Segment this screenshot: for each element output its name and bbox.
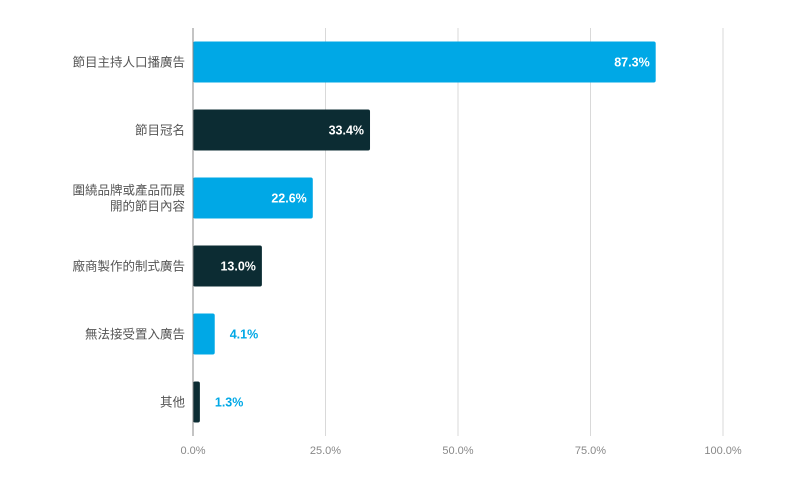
bar-value-label: 33.4% bbox=[329, 124, 364, 138]
bar bbox=[193, 381, 200, 423]
category-label: 節目冠名 bbox=[135, 123, 185, 138]
category-label: 節目主持人口播廣告 bbox=[72, 55, 185, 70]
bars: 87.3% 33.4% 22.6% 13.0% 4.1% 1.3% bbox=[193, 41, 656, 423]
bar bbox=[193, 109, 371, 151]
x-tick-label: 75.0% bbox=[575, 445, 606, 457]
x-tick-label: 25.0% bbox=[310, 445, 341, 457]
bar-value-label: 22.6% bbox=[271, 192, 306, 206]
x-tick-label: 50.0% bbox=[442, 445, 473, 457]
bar-value-label: 87.3% bbox=[614, 56, 649, 70]
x-tick-label: 100.0% bbox=[704, 445, 742, 457]
category-label: 其他 bbox=[160, 395, 186, 410]
x-tick-label: 0.0% bbox=[180, 445, 205, 457]
bar bbox=[193, 177, 313, 219]
bar-value-label: 1.3% bbox=[215, 396, 244, 410]
x-tick-labels: 0.0% 25.0% 50.0% 75.0% 100.0% bbox=[180, 445, 741, 457]
bar bbox=[193, 41, 656, 83]
category-label: 無法接受置入廣告 bbox=[85, 327, 185, 342]
grid-lines bbox=[325, 28, 724, 436]
category-labels: 節目主持人口播廣告節目冠名圍繞品牌或產品而展開的節目內容廠商製作的制式廣告無法接… bbox=[72, 55, 185, 410]
bar-value-label: 13.0% bbox=[220, 260, 255, 274]
bar-value-label: 4.1% bbox=[230, 328, 258, 342]
bar bbox=[193, 313, 215, 355]
category-label: 廠商製作的制式廣告 bbox=[72, 259, 185, 274]
bar bbox=[193, 245, 262, 287]
category-label: 圍繞品牌或產品而展開的節目內容 bbox=[72, 183, 185, 214]
